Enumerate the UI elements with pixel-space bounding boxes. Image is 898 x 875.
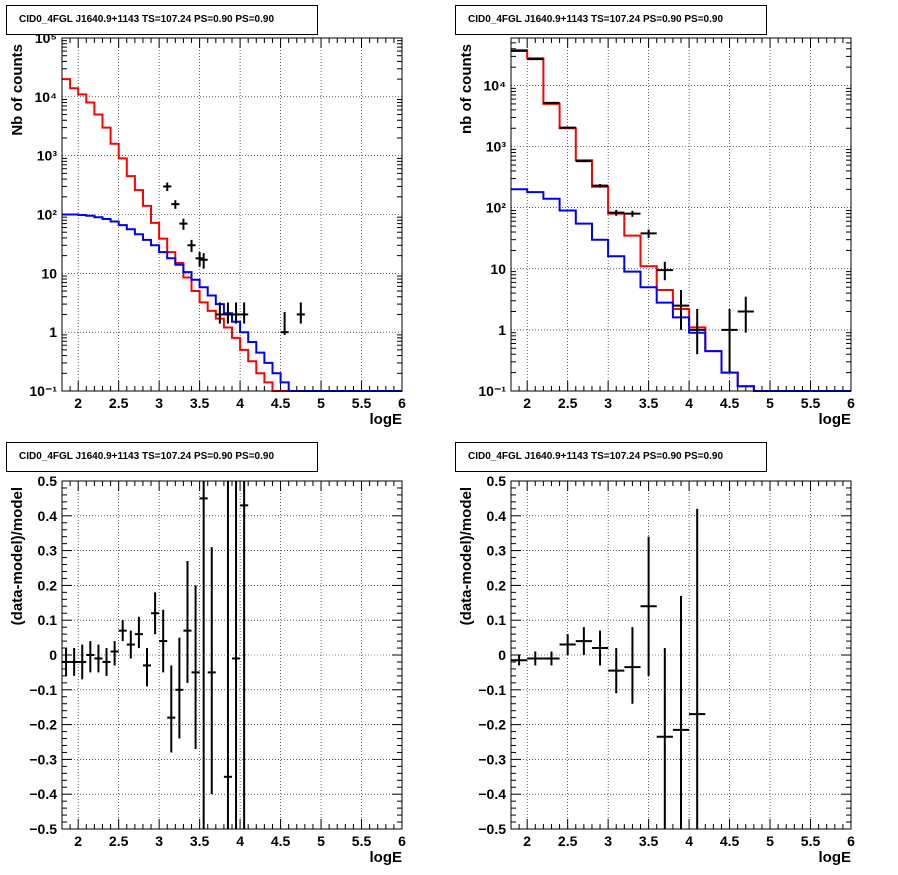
- y-tick-label: 10: [490, 261, 506, 277]
- y-tick-label: 10³: [486, 139, 507, 155]
- plot-title: CID0_4FGL J1640.9+1143 TS=107.24 PS=0.90…: [6, 442, 318, 472]
- y-tick-label: 0.2: [38, 577, 58, 593]
- x-tick-label: 4: [236, 395, 244, 411]
- plot-title: CID0_4FGL J1640.9+1143 TS=107.24 PS=0.90…: [455, 442, 767, 472]
- x-tick-label: 5.5: [352, 833, 372, 849]
- y-tick-label: 10: [41, 265, 57, 281]
- x-tick-label: 5.5: [801, 395, 821, 411]
- x-tick-label: 2.5: [558, 395, 578, 411]
- y-tick-label: −0.2: [29, 717, 57, 733]
- x-tick-label: 6: [847, 395, 855, 411]
- x-tick-label: 6: [847, 833, 855, 849]
- residual-plot-bottom-right: 2 2.5 3 3.5 4 4.5 5 5.5 6 −0.5 −0.4 −0.3 −0.2 −0.1 0 0.…: [458, 473, 855, 866]
- y-tick-label: −0.3: [478, 751, 506, 767]
- plot-title: CID0_4FGL J1640.9+1143 TS=107.24 PS=0.90…: [6, 5, 318, 35]
- plot-frame: [61, 37, 403, 392]
- x-tick-label: 6: [398, 395, 406, 411]
- x-tick-label: 5: [766, 395, 774, 411]
- x-tick-label: 2: [523, 833, 531, 849]
- y-tick-label: 0: [49, 647, 57, 663]
- y-tick-label: 0.1: [38, 612, 58, 628]
- x-tick-label: 4.5: [271, 833, 291, 849]
- x-axis-title: logE: [819, 849, 852, 866]
- y-tick-label: −0.1: [29, 682, 57, 698]
- x-tick-label: 3: [155, 833, 163, 849]
- x-axis-title: logE: [370, 849, 403, 866]
- y-tick-label: 10⁻¹: [478, 383, 506, 399]
- x-tick-label: 5: [766, 833, 774, 849]
- y-tick-label: 0.3: [38, 543, 58, 559]
- x-tick-label: 4.5: [271, 395, 291, 411]
- y-tick-label: −0.5: [29, 821, 57, 837]
- plot-frame: [61, 480, 403, 830]
- y-tick-label: 10³: [37, 148, 58, 164]
- y-tick-label: 10⁴: [484, 78, 507, 94]
- x-tick-label: 3.5: [639, 395, 659, 411]
- x-tick-label: 3.5: [190, 833, 210, 849]
- panel-bottom-right: 2 2.5 3 3.5 4 4.5 5 5.5 6 −0.5 −0.4 −0.3 −0.2 −0.1 0 0.…: [449, 437, 898, 874]
- x-tick-label: 4: [685, 833, 693, 849]
- y-tick-label: 0.5: [487, 473, 507, 489]
- y-tick-label: 10⁻¹: [29, 383, 57, 399]
- counts-plot-top-right: 2 2.5 3 3.5 4 4.5 5 5.5 6 10⁻¹ 1 10 10² 10³ 10⁴ logE nb …: [458, 37, 855, 428]
- x-tick-label: 5.5: [352, 395, 372, 411]
- x-tick-label: 2: [74, 833, 82, 849]
- y-tick-label: 0.1: [487, 612, 507, 628]
- x-axis-title: logE: [370, 411, 403, 428]
- y-tick-label: −0.1: [478, 682, 506, 698]
- y-tick-label: −0.3: [29, 751, 57, 767]
- x-tick-label: 2.5: [558, 833, 578, 849]
- x-tick-label: 2: [74, 395, 82, 411]
- y-tick-label: 0.5: [38, 473, 58, 489]
- x-tick-label: 5: [317, 833, 325, 849]
- y-axis-title: Nb of counts: [9, 44, 26, 136]
- x-tick-label: 3: [155, 395, 163, 411]
- y-tick-label: 0.3: [487, 543, 507, 559]
- x-tick-label: 5: [317, 395, 325, 411]
- y-tick-label: 1: [49, 324, 57, 340]
- y-tick-label: 1: [498, 322, 506, 338]
- y-tick-label: −0.4: [29, 786, 57, 802]
- plot-title: CID0_4FGL J1640.9+1143 TS=107.24 PS=0.90…: [455, 5, 767, 35]
- x-tick-label: 2.5: [109, 833, 129, 849]
- plot-frame: [510, 37, 852, 392]
- x-tick-label: 4: [236, 833, 244, 849]
- x-tick-label: 3.5: [190, 395, 210, 411]
- y-tick-label: 0.4: [487, 508, 507, 524]
- x-tick-label: 6: [398, 833, 406, 849]
- panel-top-right: 2 2.5 3 3.5 4 4.5 5 5.5 6 10⁻¹ 1 10 10² 10³ 10⁴ logE nb …: [449, 0, 898, 437]
- y-axis-title: nb of counts: [458, 44, 475, 134]
- y-tick-label: 10⁴: [35, 89, 58, 105]
- x-tick-label: 3.5: [639, 833, 659, 849]
- plot-area: [511, 38, 851, 391]
- plot-frame: [510, 480, 852, 830]
- residual-plot-bottom-left: 2 2.5 3 3.5 4 4.5 5 5.5 6 −0.5 −0.4 −0.3 −0.2 −0.1 0 0.…: [9, 473, 406, 866]
- y-tick-label: 0.2: [487, 577, 507, 593]
- x-tick-label: 4: [685, 395, 693, 411]
- counts-plot-top-left: 2 2.5 3 3.5 4 4.5 5 5.5 610⁻¹11010²10³10⁴10⁵logE…: [9, 30, 406, 428]
- x-axis-title: logE: [819, 411, 852, 428]
- x-tick-label: 4.5: [720, 833, 740, 849]
- y-tick-label: 10²: [37, 207, 58, 223]
- y-axis-title: (data-model)/model: [9, 487, 26, 625]
- y-tick-label: 10²: [486, 200, 507, 216]
- x-tick-label: 4.5: [720, 395, 740, 411]
- y-tick-label: 0: [498, 647, 506, 663]
- y-tick-label: −0.2: [478, 717, 506, 733]
- panel-bottom-left: 2 2.5 3 3.5 4 4.5 5 5.5 6 −0.5 −0.4 −0.3 −0.2 −0.1 0 0.…: [0, 437, 449, 874]
- x-tick-label: 2: [523, 395, 531, 411]
- y-tick-label: −0.4: [478, 786, 506, 802]
- y-tick-label: 0.4: [38, 508, 58, 524]
- x-tick-label: 3: [604, 833, 612, 849]
- x-tick-label: 2.5: [109, 395, 129, 411]
- x-tick-label: 3: [604, 395, 612, 411]
- y-tick-label: −0.5: [478, 821, 506, 837]
- y-axis-title: (data-model)/model: [458, 487, 475, 625]
- x-tick-label: 5.5: [801, 833, 821, 849]
- panel-top-left: 2 2.5 3 3.5 4 4.5 5 5.5 6 10⁻¹ 1 10 10² 10³ 10⁴ 10⁵ logE…: [0, 0, 449, 437]
